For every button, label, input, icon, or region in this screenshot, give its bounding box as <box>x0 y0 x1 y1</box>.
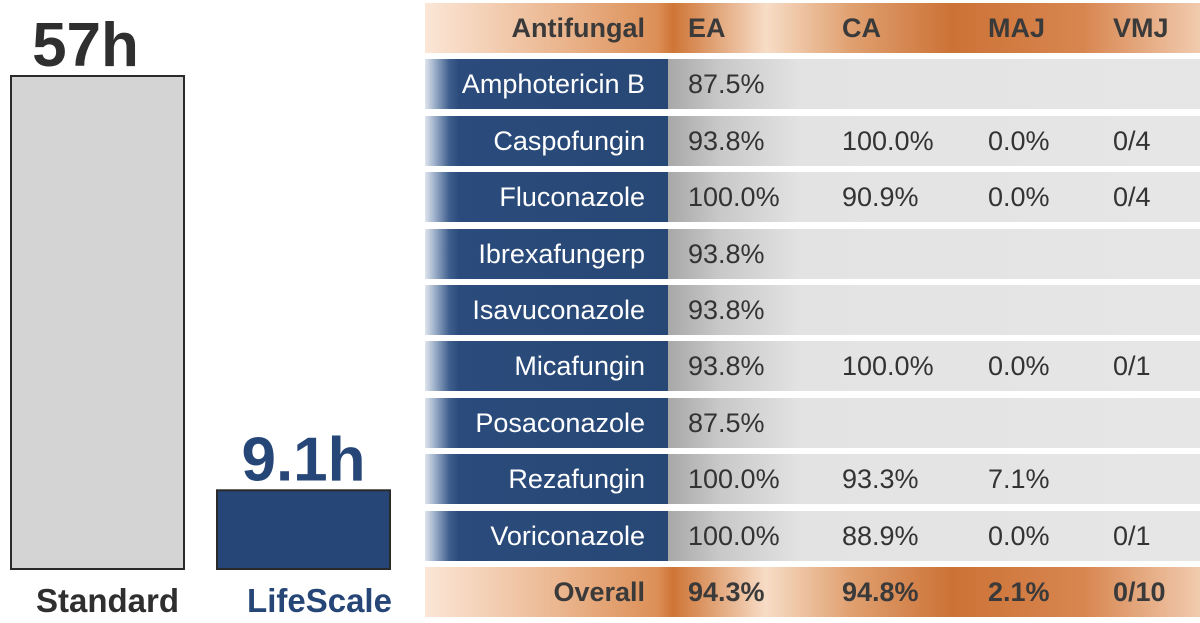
table-row: Ibrexafungerp 93.8% <box>425 228 1200 279</box>
table-row: Rezafungin 100.0% 93.3% 7.1% <box>425 454 1200 505</box>
row-data-background <box>668 341 1200 392</box>
row-antifungal-name: Amphotericin B <box>461 69 645 100</box>
row-name-background <box>425 228 668 279</box>
row-name-background <box>425 59 668 110</box>
row-data-background <box>668 284 1200 335</box>
row-data-background <box>668 228 1200 279</box>
row-vmj-value: 0/1 <box>1113 520 1151 551</box>
row-ca-value: 100.0% <box>842 351 934 382</box>
category-label-standard: Standard <box>36 582 179 619</box>
row-antifungal-name: Isavuconazole <box>472 294 645 325</box>
bar-lifescale <box>216 489 391 570</box>
row-vmj-value: 0/4 <box>1113 125 1151 156</box>
row-maj-value: 0.0% <box>988 520 1050 551</box>
table-row: Isavuconazole 93.8% <box>425 284 1200 335</box>
table-row: Amphotericin B 87.5% <box>425 59 1200 110</box>
row-data-background <box>668 59 1200 110</box>
row-antifungal-name: Ibrexafungerp <box>478 238 645 269</box>
header-ea: EA <box>688 13 726 43</box>
table-header-row: Antifungal EA CA MAJ VMJ <box>425 3 1200 53</box>
row-vmj-value: 0/4 <box>1113 182 1151 213</box>
row-name-background <box>425 284 668 335</box>
table-row: Micafungin 93.8% 100.0% 0.0% 0/1 <box>425 341 1200 392</box>
antifungal-results-table: Antifungal EA CA MAJ VMJ Amphotericin B 8… <box>425 3 1200 623</box>
row-vmj-value: 0/1 <box>1113 351 1151 382</box>
category-label-lifescale: LifeScale <box>247 582 392 619</box>
header-vmj: VMJ <box>1113 13 1169 43</box>
footer-ca: 94.8% <box>842 576 919 607</box>
row-data-background <box>668 454 1200 505</box>
row-ea-value: 93.8% <box>688 294 765 325</box>
footer-vmj: 0/10 <box>1113 576 1166 607</box>
footer-name: Overall <box>553 576 645 607</box>
table-row: Fluconazole 100.0% 90.9% 0.0% 0/4 <box>425 172 1200 223</box>
row-ca-value: 93.3% <box>842 464 919 495</box>
table-row: Caspofungin 93.8% 100.0% 0.0% 0/4 <box>425 115 1200 166</box>
row-ea-value: 93.8% <box>688 351 765 382</box>
row-name-background <box>425 510 668 561</box>
row-data-background <box>668 510 1200 561</box>
row-maj-value: 0.0% <box>988 351 1050 382</box>
table-footer-row: Overall 94.3% 94.8% 2.1% 0/10 <box>425 566 1200 617</box>
table-row: Voriconazole 100.0% 88.9% 0.0% 0/1 <box>425 510 1200 561</box>
row-antifungal-name: Posaconazole <box>475 407 645 438</box>
table-row: Posaconazole 87.5% <box>425 397 1200 448</box>
row-name-background <box>425 397 668 448</box>
row-ca-value: 100.0% <box>842 125 934 156</box>
row-maj-value: 0.0% <box>988 125 1050 156</box>
header-antifungal: Antifungal <box>511 13 645 43</box>
time-to-result-bar-chart: 57h Standard 9.1h LifeScale <box>10 11 392 619</box>
bar-standard <box>10 75 185 570</box>
row-data-background <box>668 397 1200 448</box>
footer-maj: 2.1% <box>988 576 1050 607</box>
row-data-background <box>668 115 1200 166</box>
row-antifungal-name: Micafungin <box>514 351 645 382</box>
row-ea-value: 93.8% <box>688 238 765 269</box>
row-maj-value: 7.1% <box>988 464 1050 495</box>
row-antifungal-name: Voriconazole <box>490 520 645 551</box>
value-label-standard: 57h <box>32 11 139 80</box>
row-ea-value: 100.0% <box>688 520 780 551</box>
row-name-background <box>425 172 668 223</box>
row-name-background <box>425 115 668 166</box>
header-ca: CA <box>842 13 881 43</box>
row-ea-value: 87.5% <box>688 407 765 438</box>
row-ca-value: 88.9% <box>842 520 919 551</box>
value-label-lifescale: 9.1h <box>241 425 365 494</box>
row-data-background <box>668 172 1200 223</box>
row-name-background <box>425 341 668 392</box>
row-ea-value: 100.0% <box>688 182 780 213</box>
row-ea-value: 100.0% <box>688 464 780 495</box>
row-antifungal-name: Fluconazole <box>499 182 645 213</box>
footer-ea: 94.3% <box>688 576 765 607</box>
row-ea-value: 87.5% <box>688 69 765 100</box>
header-maj: MAJ <box>988 13 1046 43</box>
row-ea-value: 93.8% <box>688 125 765 156</box>
row-maj-value: 0.0% <box>988 182 1050 213</box>
row-ca-value: 90.9% <box>842 182 919 213</box>
row-antifungal-name: Rezafungin <box>508 464 645 495</box>
row-antifungal-name: Caspofungin <box>493 125 645 156</box>
row-name-background <box>425 454 668 505</box>
